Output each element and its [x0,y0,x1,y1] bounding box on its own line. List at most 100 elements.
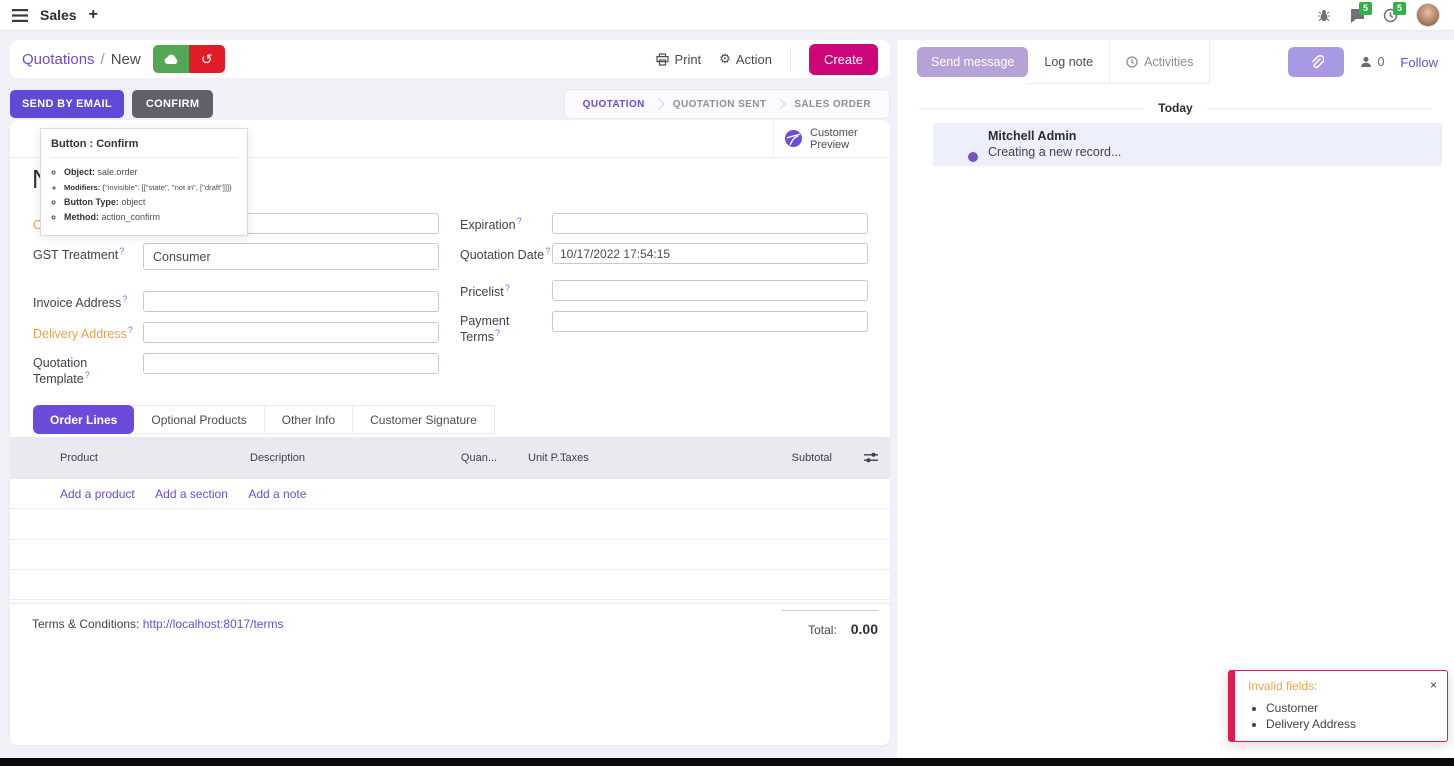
total-value: 0.00 [850,621,878,637]
stage-quotation[interactable]: QUOTATION [582,98,645,110]
tab-other-info[interactable]: Other Info [264,405,354,434]
globe-icon [784,129,803,148]
field-quotation-template: Quotation Template? [33,353,439,386]
chatter-toolbar-right: 0 Follow [1288,40,1454,84]
close-icon[interactable]: × [1429,678,1437,692]
bottom-bar [0,758,1454,766]
chatter-message[interactable]: Mitchell Admin Creating a new record... [933,123,1442,166]
attach-files-button[interactable] [1288,47,1345,77]
field-quotation-date: Quotation Date? [460,243,868,264]
column-taxes[interactable]: Taxes [560,452,589,464]
top-navbar: Sales + 5 5 [0,0,1454,31]
breadcrumb-separator: / [100,50,105,68]
activities-label: Activities [1144,54,1194,69]
chatter-panel: Send message Log note Activities [897,40,1454,759]
toast-list: Customer Delivery Address [1254,700,1437,732]
expiration-input[interactable] [552,213,868,234]
invoice-address-label: Invoice Address? [33,294,128,311]
divider [789,47,791,71]
online-status-dot [968,152,978,162]
table-bottom-border [10,603,890,604]
pricelist-label: Pricelist? [460,283,510,300]
action-menu[interactable]: ⚙ Action [719,51,772,67]
hamburger-menu-icon[interactable] [12,8,28,22]
add-a-product-link[interactable]: Add a product [60,487,135,501]
customer-preview-button[interactable]: Customer Preview [773,120,890,157]
create-button[interactable]: Create [808,43,878,75]
new-tab-button[interactable]: + [88,6,98,23]
followers-counter[interactable]: 0 [1360,55,1384,69]
activities-tab[interactable]: Activities [1109,40,1211,84]
add-a-note-link[interactable]: Add a note [248,487,307,501]
field-invoice-address: Invoice Address? [33,291,439,312]
gst-treatment-label: GST Treatment? [33,246,125,263]
printer-icon [656,52,670,66]
delivery-address-input[interactable] [143,322,439,343]
print-menu[interactable]: Print [656,52,701,67]
quotation-template-input[interactable] [143,353,439,374]
tab-customer-signature[interactable]: Customer Signature [353,405,495,434]
navbar-left: Sales + [0,6,98,24]
debug-bug-icon[interactable] [1317,8,1331,22]
order-lines-header: Product Description Quan... Unit P... Ta… [10,437,890,479]
divider-line [1206,107,1433,109]
follow-button[interactable]: Follow [1400,54,1438,70]
help-icon: ? [495,328,501,338]
field-payment-terms: Payment Terms? [460,311,868,344]
person-icon [1360,56,1372,68]
help-icon: ? [122,294,128,304]
help-icon: ? [516,216,522,226]
tab-order-lines[interactable]: Order Lines [33,405,135,434]
chatter-toolbar: Send message Log note Activities [897,40,1454,84]
app-name[interactable]: Sales [40,7,77,23]
field-pricelist: Pricelist? [460,280,868,301]
activities-clock-icon[interactable]: 5 [1383,1,1407,23]
clock-icon [1126,55,1138,68]
payment-terms-input[interactable] [552,311,868,332]
send-by-email-button[interactable]: SEND BY EMAIL [10,90,124,118]
optional-columns-icon[interactable] [864,452,878,463]
terms-link[interactable]: http://localhost:8017/terms [142,617,284,631]
print-label: Print [674,51,702,67]
total-label: Total: [808,623,837,637]
help-icon: ? [504,283,510,293]
help-icon: ? [119,246,125,256]
column-description[interactable]: Description [250,452,306,464]
message-text: Creating a new record... [988,145,1122,159]
total-box: Total: 0.00 [782,610,878,637]
breadcrumb-quotations[interactable]: Quotations [22,50,95,68]
add-a-section-link[interactable]: Add a section [155,487,228,501]
stage-sales-order[interactable]: SALES ORDER [794,98,871,110]
customer-preview-label: Customer Preview [810,126,858,151]
stage-quotation-sent[interactable]: QUOTATION SENT [672,98,767,110]
message-author: Mitchell Admin [988,129,1077,143]
tooltip-row: Button Type: object [64,195,237,210]
breadcrumb-current: New [110,50,141,68]
toast-header: Invalid fields: × [1248,679,1437,693]
empty-table-row [10,569,890,600]
confirm-button[interactable]: CONFIRM [131,90,214,118]
column-unit-price[interactable]: Unit P... [528,452,566,464]
tab-optional-products[interactable]: Optional Products [134,405,265,434]
pricelist-input[interactable] [552,280,868,301]
messages-icon[interactable]: 5 [1349,1,1373,23]
column-quantity[interactable]: Quan... [460,452,497,464]
column-subtotal[interactable]: Subtotal [791,452,832,464]
column-product[interactable]: Product [60,452,98,464]
save-record-button[interactable] [152,45,189,73]
gear-icon: ⚙ [719,51,731,66]
send-message-button[interactable]: Send message [917,47,1029,77]
quotation-date-input[interactable] [552,243,868,264]
tooltip-title: Button : Confirm [51,138,237,158]
invalid-fields-toast: Invalid fields: × Customer Delivery Addr… [1228,670,1448,742]
discard-changes-button[interactable]: ↺ [188,45,225,73]
help-icon: ? [127,325,133,335]
log-note-tab[interactable]: Log note [1028,40,1110,84]
tooltip-row: Method: action_confirm [64,210,237,225]
message-avatar [943,128,978,162]
tooltip-list: Object: sale.order Modifiers: {"invisibl… [51,165,237,225]
user-avatar[interactable] [1416,3,1440,27]
gst-treatment-select[interactable]: Consumer [143,243,439,270]
cloud-save-icon [163,53,179,65]
invoice-address-input[interactable] [143,291,439,312]
